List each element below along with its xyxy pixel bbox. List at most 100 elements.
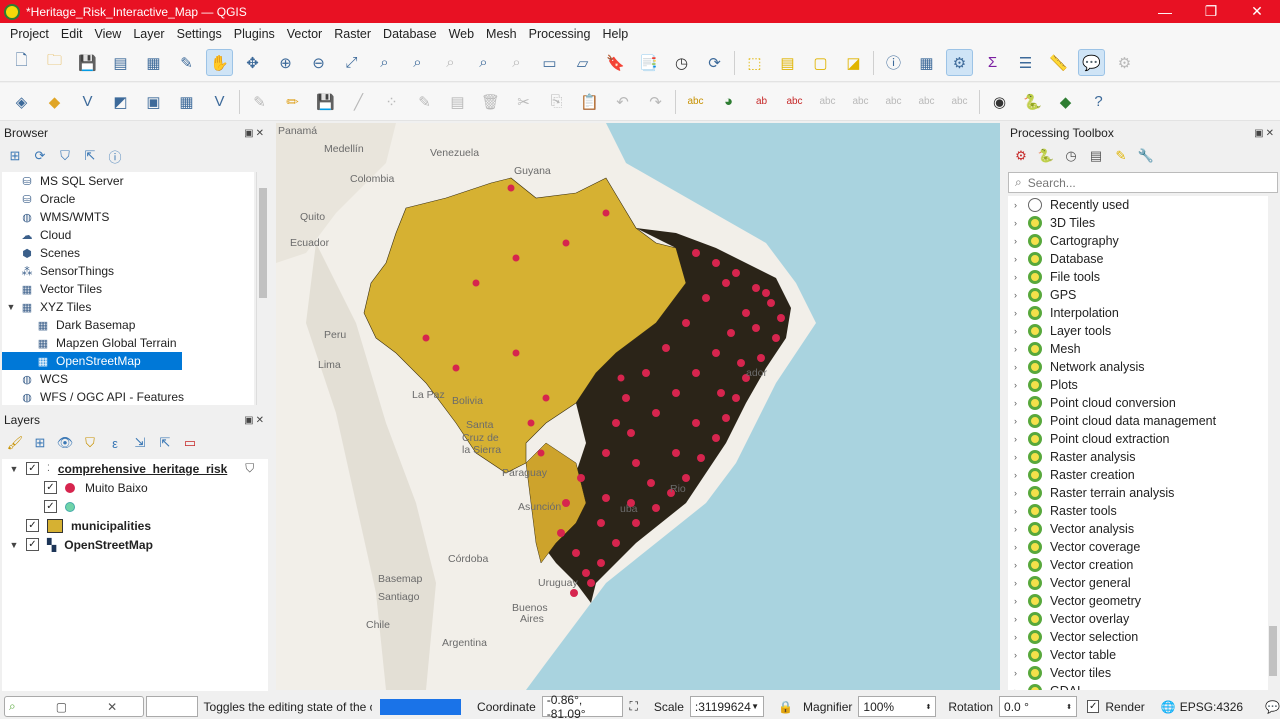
toggle-editing-icon[interactable]: ✏ — [286, 93, 299, 111]
expand-arrow-icon[interactable]: › — [1014, 290, 1017, 300]
expand-arrow-icon[interactable]: › — [1014, 650, 1017, 660]
scrollbar-thumb[interactable] — [1269, 626, 1277, 676]
move-label-icon[interactable]: abc — [885, 96, 902, 107]
browser-item[interactable]: ▦ Vector Tiles — [2, 280, 254, 298]
toolbox-group[interactable]: › Recently used — [1008, 196, 1268, 214]
browser-item[interactable]: ▼ ▦ XYZ Tiles — [2, 298, 254, 316]
measure-line-icon[interactable]: 📏 — [1049, 54, 1068, 72]
menu-raster[interactable]: Raster — [334, 26, 372, 41]
new-geopackage-layer-icon[interactable]: ◆ — [48, 93, 61, 111]
open-project-icon[interactable]: 🗀 — [46, 52, 62, 69]
refresh-icon[interactable]: ⟳ — [708, 54, 721, 72]
refresh-icon[interactable]: ⟳ — [34, 148, 46, 163]
browser-scrollbar[interactable] — [256, 172, 268, 405]
toolbox-group[interactable]: › Interpolation — [1008, 304, 1268, 322]
browser-item[interactable]: ▦ Dark Basemap — [2, 316, 254, 334]
zoom-in-icon[interactable]: ⊕ — [279, 54, 292, 72]
browser-item[interactable]: ◍ WCS — [2, 370, 254, 388]
processing-toolbox-icon[interactable]: ⚙ — [946, 49, 973, 76]
expand-arrow-icon[interactable]: › — [1014, 452, 1017, 462]
identify-features-icon[interactable]: ⓘ — [885, 55, 901, 72]
zoom-native-icon[interactable]: ⌕ — [446, 54, 455, 71]
expand-arrow-icon[interactable]: › — [1014, 362, 1017, 372]
show-unplaced-labels-icon[interactable]: abc — [786, 96, 803, 107]
digitize-line-icon[interactable]: ╱ — [353, 93, 364, 111]
browser-item[interactable]: ⁂ SensorThings — [2, 262, 254, 280]
layer-visibility-checkbox[interactable]: ✓ — [26, 538, 39, 551]
zoom-next-icon[interactable]: ⌕ — [512, 54, 521, 71]
expand-arrow-icon[interactable]: › — [1014, 524, 1017, 534]
expand-arrow-icon[interactable]: › — [1014, 686, 1028, 690]
toolbox-group[interactable]: › Vector geometry — [1008, 592, 1268, 610]
panel-float-close-icon[interactable]: ▣✕ — [244, 127, 266, 139]
legend-class-row[interactable]: ✓ — [2, 497, 268, 516]
toolbox-group[interactable]: › Vector general — [1008, 574, 1268, 592]
label-toolbar-icon[interactable]: abc — [687, 96, 704, 107]
save-edits-icon[interactable]: 💾 — [316, 93, 335, 111]
panel-float-close-icon[interactable]: ▣✕ — [1254, 127, 1276, 139]
menu-web[interactable]: Web — [448, 26, 475, 41]
open-field-calculator-icon[interactable]: ☰ — [1018, 54, 1033, 72]
toolbox-group[interactable]: › Mesh — [1008, 340, 1268, 358]
expand-arrow-icon[interactable]: › — [1014, 434, 1017, 444]
collapse-all-icon[interactable]: ⇱ — [84, 148, 96, 163]
filter-active-icon[interactable]: ⛉ — [245, 461, 255, 475]
browser-item[interactable]: ⛁ MS SQL Server — [2, 172, 254, 190]
expand-arrow-icon[interactable]: › — [1014, 272, 1017, 282]
locator-input[interactable] — [146, 696, 198, 717]
messages-icon[interactable]: 💬 — [1265, 699, 1280, 714]
open-attribute-table-icon[interactable]: ▦ — [919, 54, 934, 72]
browser-item[interactable]: ⛁ Oracle — [2, 190, 254, 208]
menu-view[interactable]: View — [94, 26, 122, 41]
toolbox-group[interactable]: › Raster terrain analysis — [1008, 484, 1268, 502]
manage-map-themes-icon[interactable]: 👁 — [56, 435, 74, 450]
add-wms-layer-icon[interactable]: ▦ — [179, 93, 194, 111]
new-3d-view-icon[interactable]: ▱ — [576, 54, 589, 72]
menu-help[interactable]: Help — [602, 26, 629, 41]
info-icon[interactable]: ⓘ — [108, 149, 122, 165]
class-visibility-checkbox[interactable]: ✓ — [44, 500, 57, 513]
menu-plugins[interactable]: Plugins — [233, 26, 275, 41]
toolbox-group[interactable]: › Vector overlay — [1008, 610, 1268, 628]
toolbox-group[interactable]: › Layer tools — [1008, 322, 1268, 340]
deselect-all-icon[interactable]: ▢ — [813, 54, 828, 72]
remove-layer-icon[interactable]: ▭ — [183, 435, 197, 450]
new-project-icon[interactable]: 🗋 — [15, 52, 28, 69]
change-label-icon[interactable]: abc — [951, 96, 968, 107]
new-map-view-icon[interactable]: ▭ — [542, 54, 557, 72]
show-hide-labels-icon[interactable]: abc — [852, 96, 869, 107]
highlight-pinned-labels-icon[interactable]: ab — [755, 96, 768, 107]
menu-database[interactable]: Database — [383, 26, 437, 41]
toolbox-group[interactable]: › Vector selection — [1008, 628, 1268, 646]
zoom-out-icon[interactable]: ⊖ — [312, 54, 325, 72]
expand-arrow-icon[interactable]: › — [1014, 578, 1017, 588]
toolbox-scrollbar[interactable] — [1268, 196, 1278, 690]
toolbox-group[interactable]: › Vector tiles — [1008, 664, 1268, 682]
expand-arrow-icon[interactable]: › — [1014, 668, 1017, 678]
scripts-icon[interactable]: 🐍 — [1037, 148, 1055, 163]
toolbox-group[interactable]: › File tools — [1008, 268, 1268, 286]
menu-mesh[interactable]: Mesh — [486, 26, 517, 41]
select-by-location-icon[interactable]: ◪ — [846, 54, 861, 72]
locator-search[interactable]: ⌕ ▢ ✕ — [4, 696, 145, 717]
layer-row-openstreetmap[interactable]: ▼ ✓ ▚ OpenStreetMap — [2, 535, 268, 554]
add-mesh-layer-icon[interactable]: ▣ — [146, 93, 161, 111]
map-tips-icon[interactable]: 💬 — [1078, 49, 1105, 76]
cut-features-icon[interactable]: ✂ — [517, 93, 530, 111]
browser-item[interactable]: ◍ WFS / OGC API - Features — [2, 388, 254, 405]
style-manager-icon[interactable]: ✎ — [180, 54, 193, 72]
toolbox-group[interactable]: › Vector table — [1008, 646, 1268, 664]
redo-icon[interactable]: ↷ — [649, 93, 662, 111]
pan-to-selection-icon[interactable]: ✥ — [246, 54, 259, 72]
layer-row-heritage-risk[interactable]: ▼ ✓ ⁚ comprehensive_heritage_risk ⛉ — [2, 459, 268, 478]
menu-processing[interactable]: Processing — [528, 26, 591, 41]
save-project-icon[interactable]: 💾 — [78, 54, 97, 72]
rotate-label-icon[interactable]: abc — [918, 96, 935, 107]
toolbox-group[interactable]: › Raster analysis — [1008, 448, 1268, 466]
undo-icon[interactable]: ↶ — [616, 93, 629, 111]
models-icon[interactable]: ⚙ — [1015, 148, 1027, 163]
toolbox-search-input[interactable]: ⌕ Search... — [1008, 172, 1278, 193]
expand-arrow-icon[interactable]: ▼ — [6, 302, 16, 312]
menu-layer[interactable]: Layer — [133, 26, 165, 41]
spin-arrows-icon[interactable]: ⬍ — [925, 703, 932, 711]
